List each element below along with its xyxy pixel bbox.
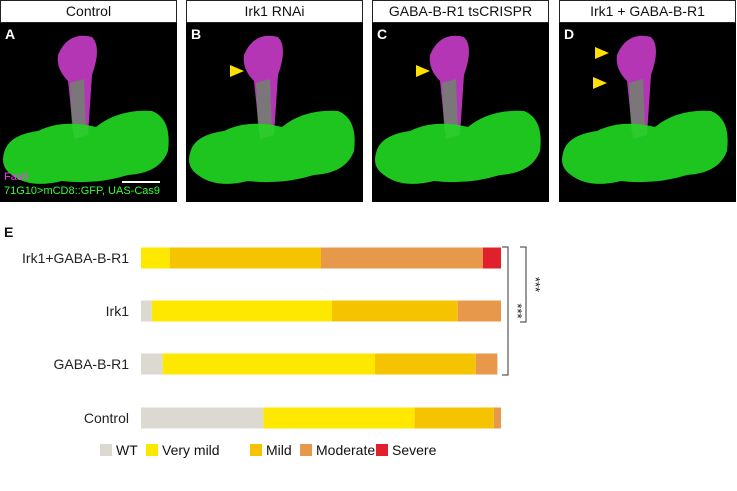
- panel-d: Irk1 + GABA-B-R1 D: [559, 0, 736, 202]
- panel-b-image: [186, 23, 363, 202]
- legend-swatch: [146, 444, 158, 456]
- gfp-lobes: [3, 110, 169, 184]
- fasii-stalk: [616, 35, 656, 139]
- fasii-stalk: [429, 35, 469, 139]
- legend-item-very-mild: Very mild: [146, 442, 220, 458]
- panel-b: Irk1 RNAi B: [186, 0, 363, 202]
- arrowhead-icon: [595, 47, 609, 59]
- phenotype-stacked-bar-chart: Irk1+GABA-B-R1Irk1GABA-B-R1Control0%25%5…: [22, 246, 543, 429]
- arrowhead-icon: [593, 77, 607, 89]
- legend-item-severe: Severe: [376, 442, 436, 458]
- significance-bracket: ***: [502, 246, 525, 376]
- bar-segment: [483, 247, 501, 269]
- significance-bracket: ***: [520, 246, 543, 323]
- category-label: Control: [84, 410, 129, 426]
- panel-d-image: [559, 23, 736, 202]
- bar-segment: [162, 353, 375, 375]
- category-label: Irk1+GABA-B-R1: [22, 250, 129, 266]
- legend-item-wt: WT: [100, 442, 138, 458]
- gfp-lobes: [189, 110, 355, 184]
- legend-swatch: [300, 444, 312, 456]
- panel-b-title: Irk1 RNAi: [186, 0, 363, 23]
- bar-segment: [169, 247, 321, 269]
- panel-a-title: Control: [0, 0, 177, 23]
- bar-segment: [493, 407, 501, 429]
- gfp-stalk: [70, 79, 86, 131]
- legend-swatch: [376, 444, 388, 456]
- bar-segment: [141, 353, 163, 375]
- gfp-stalk: [442, 79, 458, 131]
- gfp-lobes: [562, 110, 728, 184]
- panel-c-image: [372, 23, 549, 202]
- bar-segment: [414, 407, 494, 429]
- legend-swatch: [100, 444, 112, 456]
- bar-segment: [457, 300, 501, 322]
- arrowhead-icon: [230, 65, 244, 77]
- panel-b-letter: B: [191, 26, 202, 42]
- bar-segment: [375, 353, 476, 375]
- bar-segment: [475, 353, 498, 375]
- bar-segment: [263, 407, 415, 429]
- panel-a: Control A FasII 71G10>mCD8::GFP, UAS-Cas…: [0, 0, 177, 202]
- panel-a-image: [0, 23, 177, 202]
- arrowhead-icon: [416, 65, 430, 77]
- panel-c-title: GABA-B-R1 tsCRISPR: [372, 0, 549, 23]
- bar-segment: [141, 407, 264, 429]
- significance-label: ***: [510, 303, 525, 318]
- legend-item-moderate: Moderate: [300, 442, 375, 458]
- scale-bar: [122, 181, 160, 183]
- panel-d-title: Irk1 + GABA-B-R1: [559, 0, 736, 23]
- bar-segment: [331, 300, 458, 322]
- bar-segment: [321, 247, 483, 269]
- panel-a-letter: A: [5, 26, 16, 42]
- bar-segment: [151, 300, 332, 322]
- panel-e-letter: E: [4, 224, 14, 240]
- gfp-stalk: [629, 79, 645, 131]
- category-label: GABA-B-R1: [54, 356, 130, 372]
- gfp-lobes: [375, 110, 541, 184]
- legend-swatch: [250, 444, 262, 456]
- fasii-stalk: [57, 35, 97, 139]
- gfp-stalk: [256, 79, 272, 131]
- gfp-label: 71G10>mCD8::GFP, UAS-Cas9: [4, 185, 160, 197]
- fasii-label: FasII: [4, 171, 29, 183]
- panel-d-letter: D: [564, 26, 575, 42]
- panel-c-letter: C: [377, 26, 388, 42]
- fasii-stalk: [243, 35, 283, 139]
- bar-segment: [141, 300, 152, 322]
- significance-label: ***: [528, 277, 543, 292]
- panel-c: GABA-B-R1 tsCRISPR C: [372, 0, 549, 202]
- bar-segment: [141, 247, 170, 269]
- legend-item-mild: Mild: [250, 442, 292, 458]
- category-label: Irk1: [106, 303, 130, 319]
